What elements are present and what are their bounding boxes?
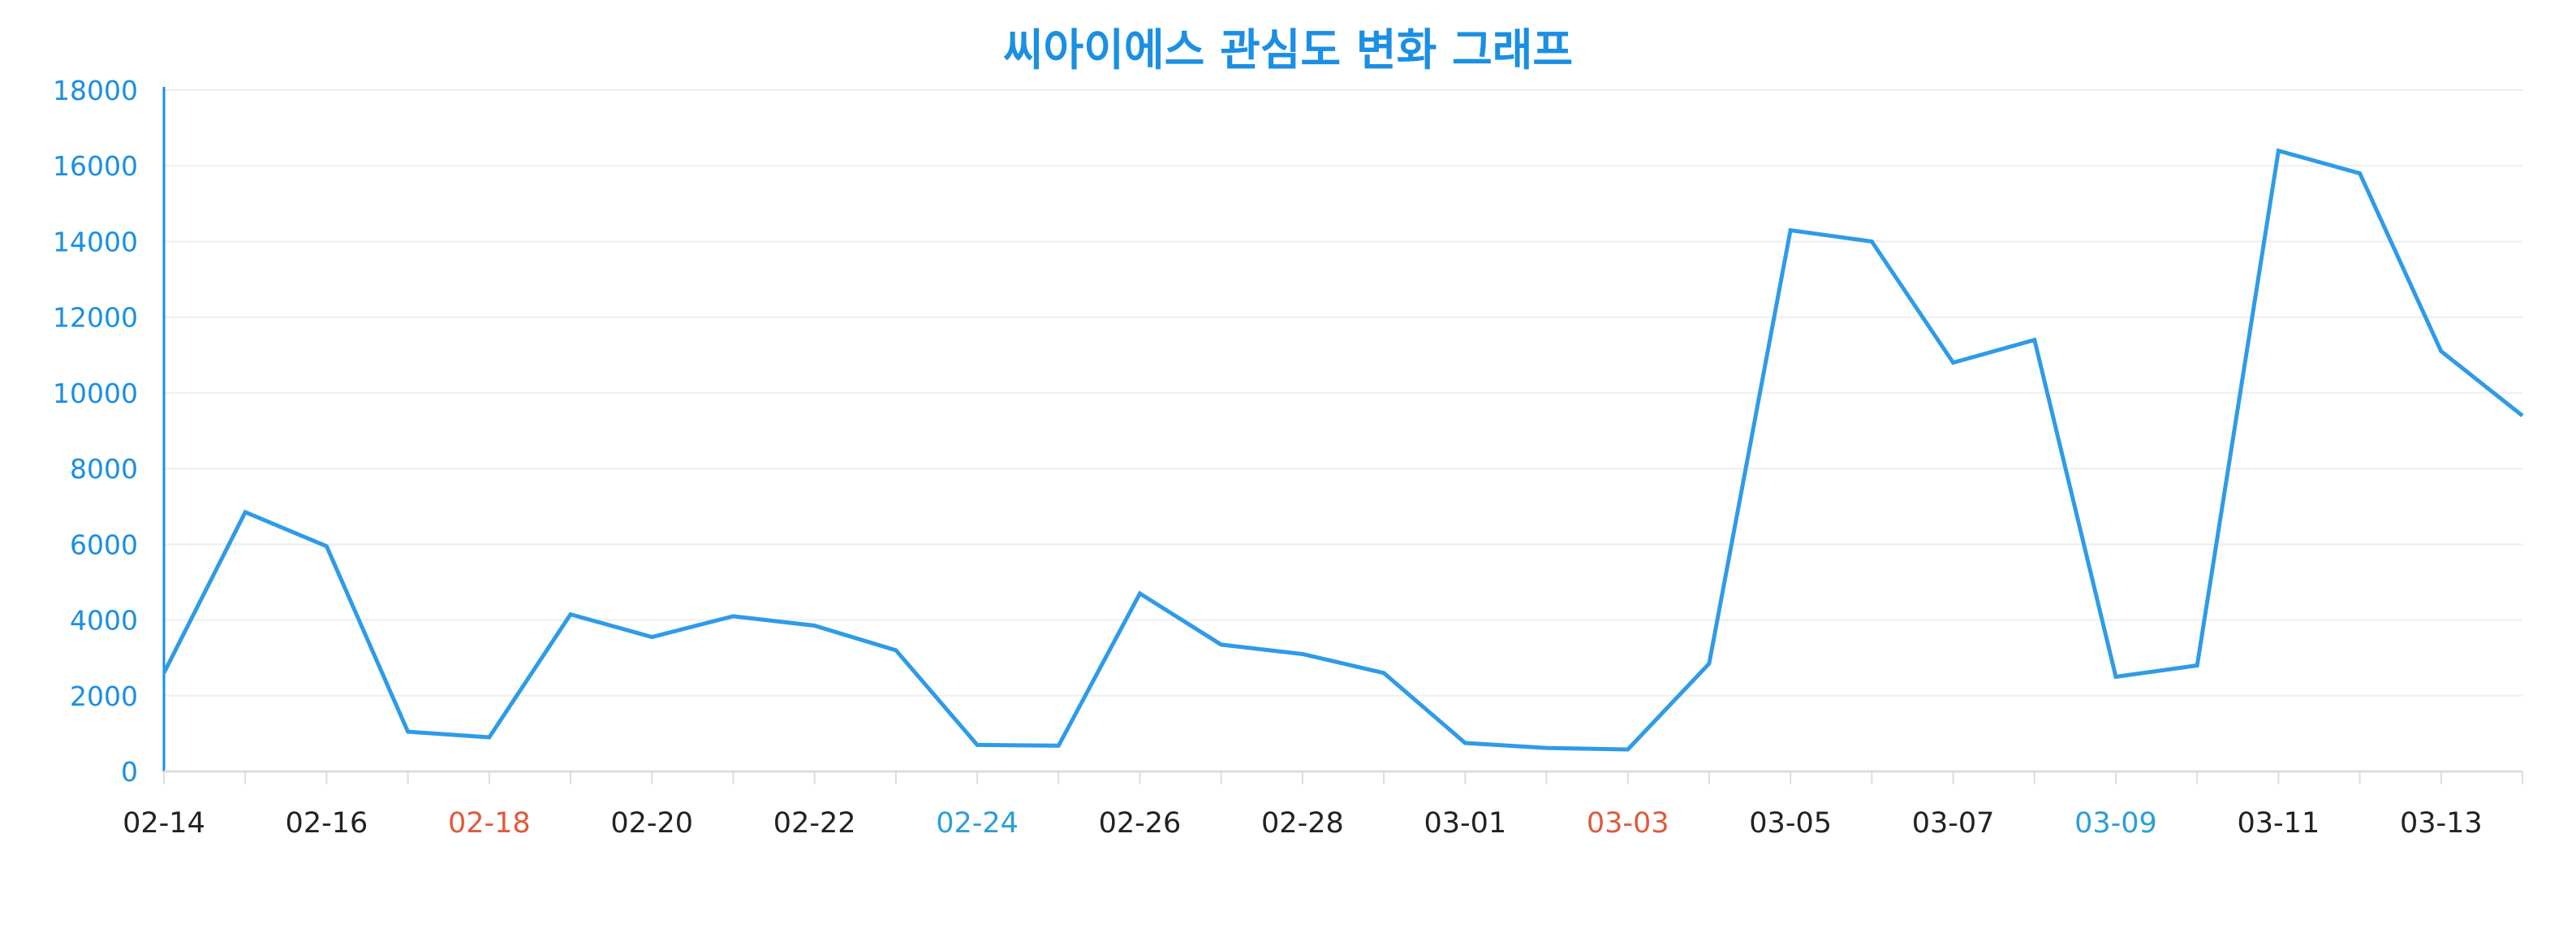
data-point [1137,591,1142,596]
x-tick-label: 03-03 [1587,807,1669,840]
x-tick-label: 03-09 [2074,807,2157,840]
y-tick-label: 2000 [70,680,138,712]
data-point [406,729,411,734]
series-layer [162,148,2525,752]
x-tick-label: 03-13 [2400,807,2483,840]
data-point [2113,674,2118,679]
axes [162,87,2523,784]
data-point [2358,171,2363,176]
data-point [730,614,735,619]
x-tick-label: 02-20 [610,807,693,840]
y-tick-label: 18000 [53,75,138,106]
data-point [487,735,492,740]
data-point [975,742,980,747]
data-point [1056,743,1061,748]
y-tick-label: 10000 [53,378,138,409]
x-tick-label: 02-16 [286,807,368,840]
chart-title: 씨아이에스 관심도 변화 그래프 [1003,24,1573,76]
data-point [1788,227,1793,232]
data-point [894,648,898,653]
x-tick-label: 02-14 [123,807,205,840]
x-tick-label: 03-11 [2238,807,2320,840]
data-point [2032,338,2037,343]
data-point [1300,652,1305,657]
data-point [1951,361,1956,365]
x-tick-labels: 02-14 02-16 02-18 02-20 02-22 02-24 02-26 02-28… [123,807,2482,840]
data-point [2195,663,2199,667]
y-tick-label: 0 [121,756,138,788]
y-tick-label: 14000 [53,226,138,257]
y-tick-labels: 0 2000 4000 6000 8000 10000 12000 14000 16000 180… [53,75,138,788]
series-line [162,148,2524,752]
x-tick-label: 02-28 [1261,807,1344,840]
data-point [812,624,817,628]
data-point [649,635,654,640]
x-tick-label: 02-22 [773,807,856,840]
y-tick-label: 8000 [70,453,138,485]
x-tick-label: 02-18 [448,807,531,840]
data-point [1462,741,1467,745]
data-point [324,544,329,549]
data-point [1219,642,1224,647]
y-tick-label: 16000 [53,150,138,182]
x-tick-label: 03-07 [1912,807,1995,840]
y-tick-label: 12000 [53,302,138,334]
x-tick-label: 02-26 [1099,807,1182,840]
data-point [2439,349,2444,354]
x-tick-label: 02-24 [936,807,1019,840]
data-point [1381,671,1386,676]
data-point [2520,413,2525,418]
x-tick-label: 03-05 [1749,807,1832,840]
data-point [1869,239,1874,244]
data-point [243,510,248,515]
x-tick-label: 03-01 [1424,807,1506,840]
data-point [568,612,573,617]
grid-lines [164,89,2522,697]
y-tick-label: 4000 [70,605,138,637]
data-point [1626,747,1630,752]
data-point [1544,745,1549,750]
y-tick-label: 6000 [70,529,138,560]
data-point [2276,149,2281,153]
data-point [162,671,166,676]
data-point [1707,661,1712,666]
